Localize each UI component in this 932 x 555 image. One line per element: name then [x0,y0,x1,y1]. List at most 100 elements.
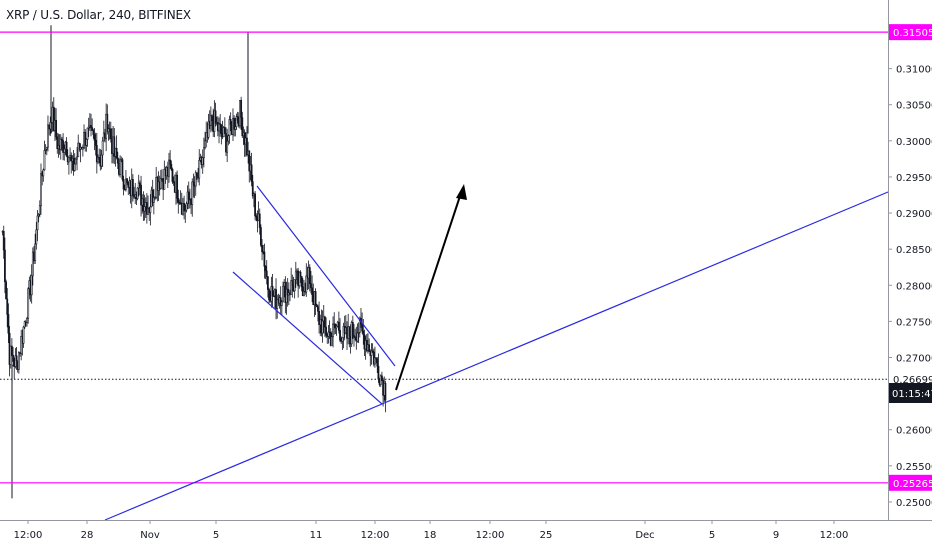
candle-body [62,140,64,153]
candle-body [115,147,118,159]
candle-body [318,311,320,325]
candle-body [15,355,18,362]
candle-body [2,231,5,251]
candle-body [280,301,283,306]
x-tick-label: 5 [709,530,715,541]
candle-body [321,320,324,334]
candle-body [368,344,371,352]
candle-body [106,113,109,132]
candle-body [308,267,311,285]
candle-body [356,332,359,342]
candle-body [149,206,152,213]
candle-body [219,123,222,125]
candle-body [85,139,88,146]
candle-body [137,182,140,189]
breakout-arrow [395,189,463,391]
candle-body [353,335,355,338]
candle-body [12,354,14,362]
candle-body [45,146,48,150]
candle-body [100,154,103,167]
candle-body [315,304,318,308]
candle-body [375,357,378,360]
candle-body [7,314,10,334]
x-tick-label: 12:00 [14,530,43,541]
candle-body [91,127,94,131]
candle-body [194,172,197,187]
candle-body [261,244,263,252]
candle-body [74,158,77,165]
candle-body [177,198,180,203]
candle-body [20,336,23,354]
candle-body [152,197,155,203]
candle-body [192,181,195,186]
candle-body [44,149,47,151]
candle-body [140,184,142,206]
channel-upper-line [256,185,396,367]
candle-body [376,358,379,367]
candle-body [204,140,206,149]
x-tick-label: 25 [540,530,553,541]
candle-body [65,141,68,157]
candle-body [227,135,230,142]
candle-body [198,160,201,179]
candle-body [370,350,373,356]
candle-body [381,375,383,381]
candle-body [196,172,198,176]
candle-body [184,209,187,212]
candle-body [298,271,301,287]
candle-body [23,321,26,328]
candle-body [191,181,194,205]
candle-body [61,138,63,141]
candle-body [275,289,277,309]
candle-body [317,306,319,312]
candle-body [228,119,231,136]
candle-body [255,215,258,218]
candle-body [163,168,166,190]
candle-body [77,142,80,158]
candle-body [93,134,96,141]
candle-body [303,291,305,297]
candle-body [337,321,340,331]
candle-body [35,229,38,245]
candle-body [250,164,253,182]
candle-body [27,288,30,319]
candle-body [377,365,380,380]
candle-body [335,325,338,329]
x-tick-label: Dec [635,530,654,541]
candle-body [38,205,41,215]
candle-body [264,266,267,272]
candle-body [294,271,297,280]
candle-body [223,127,226,134]
candle-body [272,295,275,298]
candle-body [251,181,254,197]
candle-body [101,140,104,156]
candle-body [26,318,28,323]
candle-body [31,251,34,277]
candle-body [328,331,331,334]
candle-body [341,337,344,342]
chart-title: XRP / U.S. Dollar, 240, BITFINEX [6,8,191,22]
candle-body [254,193,256,217]
candle-body [171,168,174,182]
candle-body [86,127,89,140]
candle-body [187,191,190,200]
candle-body [94,139,97,146]
candle-body [234,126,237,130]
candle-body [282,285,284,303]
candle-body [126,178,128,184]
candle-body [299,271,302,277]
candle-body [90,125,92,128]
candle-body [201,157,204,165]
candle-body [327,331,330,337]
candle-body [351,322,354,336]
candle-body [68,157,70,163]
candle-body [276,299,279,309]
candle-body [220,124,223,134]
candle-body [113,136,116,157]
